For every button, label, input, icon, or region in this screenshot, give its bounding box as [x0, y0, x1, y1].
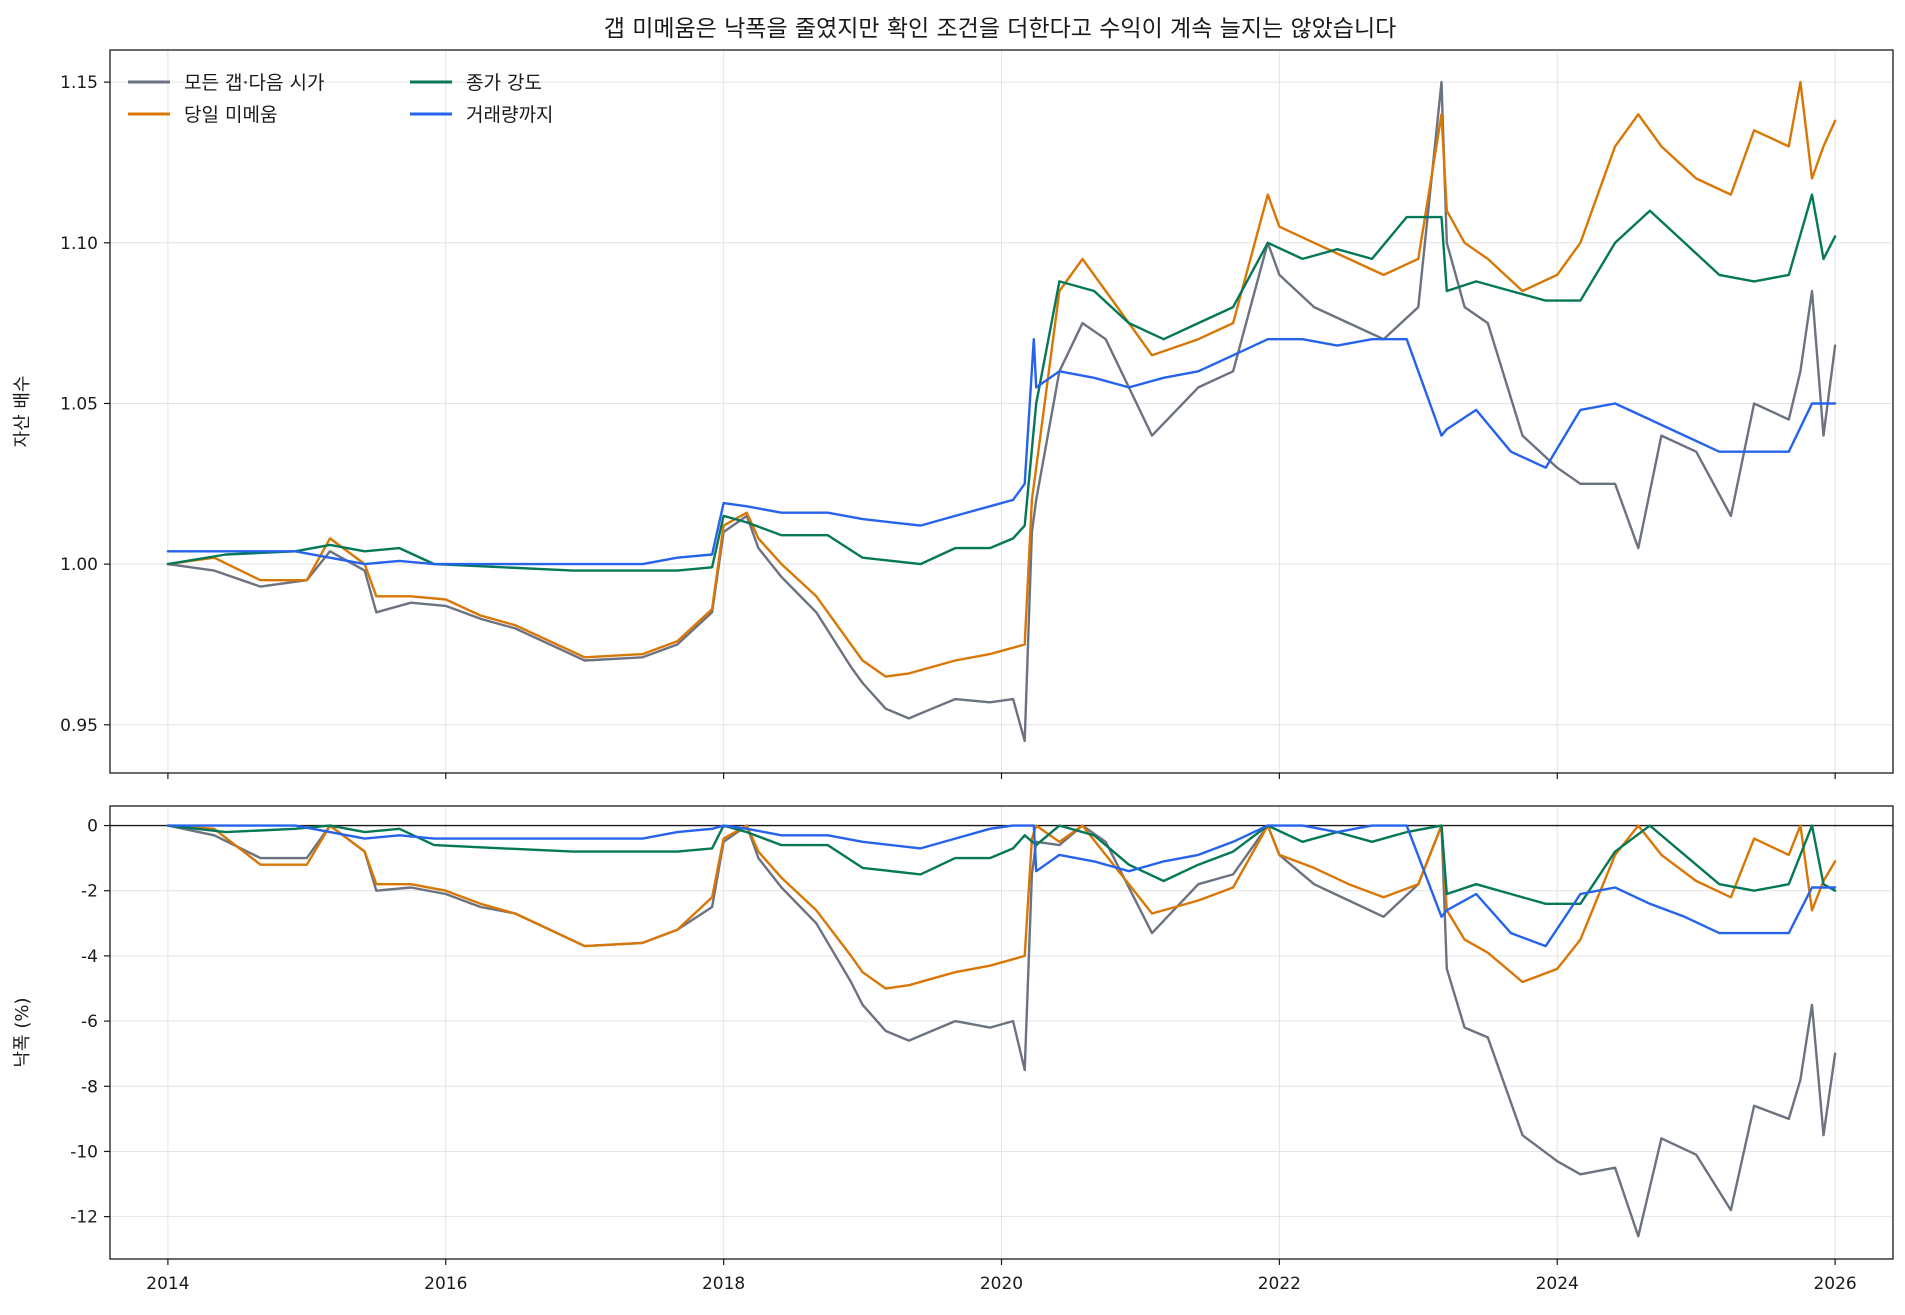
y-tick-label: 1.15 — [60, 73, 98, 93]
y-tick-label: -2 — [81, 882, 98, 902]
legend-item: 거래량까지 — [410, 104, 553, 126]
series-line-3 — [166, 193, 1837, 572]
chart-title: 갭 미메움은 낙폭을 줄였지만 확인 조건을 더한다고 수익이 계속 늘지는 않… — [604, 16, 1397, 42]
series-line-3 — [166, 824, 1837, 905]
y-tick-label: -4 — [81, 947, 98, 967]
x-tick-label: 2022 — [1258, 1274, 1301, 1294]
bottom-series-group — [166, 824, 1837, 1238]
legend-label: 거래량까지 — [466, 104, 553, 126]
series-line-2 — [166, 824, 1837, 990]
legend-item: 모든 갭·다음 시가 — [128, 72, 324, 94]
y-tick-label: -8 — [81, 1077, 98, 1097]
series-line-1 — [166, 80, 1837, 743]
y-tick-label: 1.00 — [60, 555, 98, 575]
top-y-axis-label: 자산 배수 — [12, 376, 33, 448]
x-tick-label: 2026 — [1813, 1274, 1856, 1294]
top-series-group — [166, 80, 1837, 743]
bottom-axis-ticks: 2014 2016 2018 2020 2022 2024 2026 0 -2 -4 -6 -8 -10… — [70, 817, 1857, 1294]
y-tick-label: -10 — [70, 1142, 98, 1162]
legend-label: 당일 미메움 — [184, 104, 277, 126]
x-tick-label: 2020 — [980, 1274, 1023, 1294]
y-tick-label: 0.95 — [60, 716, 98, 736]
legend-label: 종가 강도 — [466, 72, 542, 94]
legend-label: 모든 갭·다음 시가 — [184, 72, 324, 94]
bottom-y-axis-label: 낙폭 (%) — [12, 998, 33, 1068]
series-line-4 — [166, 338, 1837, 566]
top-axis-ticks: 0.95 1.00 1.05 1.10 1.15 — [60, 73, 1836, 779]
bottom-grid — [110, 806, 1893, 1259]
x-tick-label: 2016 — [424, 1274, 467, 1294]
x-tick-label: 2024 — [1536, 1274, 1579, 1294]
y-tick-label: 1.05 — [60, 394, 98, 414]
x-tick-label: 2014 — [146, 1274, 189, 1294]
y-tick-label: -6 — [81, 1012, 98, 1032]
legend-item: 당일 미메움 — [128, 104, 277, 126]
y-tick-label: -12 — [70, 1208, 98, 1228]
y-tick-label: 1.10 — [60, 234, 98, 254]
series-line-4 — [166, 824, 1837, 948]
y-tick-label: 0 — [87, 817, 98, 837]
top-grid — [110, 50, 1893, 773]
legend-item: 종가 강도 — [410, 72, 542, 94]
x-tick-label: 2018 — [702, 1274, 745, 1294]
